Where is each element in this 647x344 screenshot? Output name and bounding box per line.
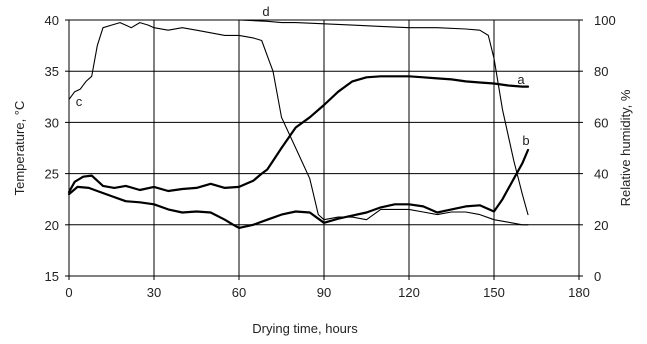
y-left-tick-label-25: 25 xyxy=(45,167,59,182)
x-axis-title: Drying time, hours xyxy=(252,321,358,336)
curve-label-a: a xyxy=(517,72,525,87)
series-line-a xyxy=(67,75,530,194)
tick-layer: 0 30 60 90 120 150 180 15 20 25 30 35 40 0 20 40 60 80 100 xyxy=(45,13,616,300)
label-layer: a b c d xyxy=(76,4,530,148)
left-axis-title: Temperature, °C xyxy=(12,101,27,196)
y-right-tick-label-60: 60 xyxy=(594,115,608,130)
y-right-tick-label-20: 20 xyxy=(594,218,608,233)
series-line-c xyxy=(68,22,529,226)
y-left-tick-label-35: 35 xyxy=(45,64,59,79)
series-layer xyxy=(67,19,530,229)
x-tick-label-30: 30 xyxy=(147,285,161,300)
x-tick-label-0: 0 xyxy=(65,285,72,300)
curve-label-b: b xyxy=(522,133,529,148)
right-axis-title: Relative humidity, % xyxy=(618,89,633,206)
x-tick-label-180: 180 xyxy=(568,285,590,300)
series-line-d xyxy=(68,19,529,216)
y-right-tick-label-40: 40 xyxy=(594,167,608,182)
y-right-tick-label-100: 100 xyxy=(594,13,616,28)
y-right-tick-label-0: 0 xyxy=(594,269,601,284)
y-left-tick-label-20: 20 xyxy=(45,218,59,233)
series-line-b xyxy=(67,148,530,229)
y-left-tick-label-15: 15 xyxy=(45,269,59,284)
grid-layer xyxy=(69,20,579,276)
y-right-tick-label-80: 80 xyxy=(594,64,608,79)
x-tick-label-60: 60 xyxy=(232,285,246,300)
curve-label-c: c xyxy=(76,94,83,109)
x-tick-label-90: 90 xyxy=(317,285,331,300)
y-left-tick-label-30: 30 xyxy=(45,115,59,130)
x-tick-label-120: 120 xyxy=(398,285,420,300)
curve-label-d: d xyxy=(262,4,269,19)
x-tick-label-150: 150 xyxy=(483,285,505,300)
y-left-tick-label-40: 40 xyxy=(45,13,59,28)
